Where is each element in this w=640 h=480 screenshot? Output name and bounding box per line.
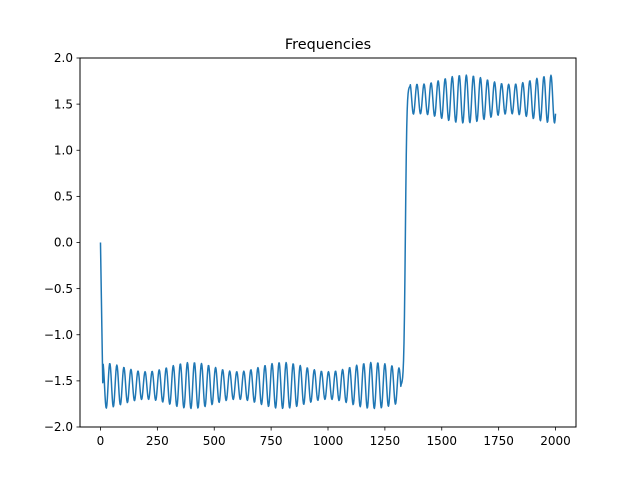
- y-tick-label: 2.0: [54, 51, 73, 65]
- y-tick-label: 0.0: [54, 236, 73, 250]
- plot-area: [79, 57, 577, 428]
- x-tick-label: 250: [146, 434, 169, 448]
- data-line: [99, 74, 557, 410]
- y-tick-label: 0.5: [54, 190, 73, 204]
- x-tick-label: 2000: [540, 434, 571, 448]
- y-tick-label: 1.0: [54, 143, 73, 157]
- x-tick-label: 1250: [370, 434, 401, 448]
- y-tick-label: −1.0: [44, 328, 73, 342]
- x-tick-label: 500: [203, 434, 226, 448]
- y-tick-label: −2.0: [44, 420, 73, 434]
- x-tick-label: 1500: [426, 434, 457, 448]
- x-tick-label: 0: [97, 434, 105, 448]
- x-tick-label: 1750: [483, 434, 514, 448]
- y-tick-label: −1.5: [44, 374, 73, 388]
- chart-title: Frequencies: [285, 37, 371, 53]
- x-axis: 0 250 500 750 1000 1250 1500 1750 2000: [97, 427, 571, 448]
- y-tick-label: 1.5: [54, 97, 73, 111]
- x-tick-label: 1000: [313, 434, 344, 448]
- x-tick-label: 750: [260, 434, 283, 448]
- y-tick-label: −0.5: [44, 282, 73, 296]
- y-axis: −2.0 −1.5 −1.0 −0.5 0.0 0.5 1.0 1.5 2.0: [44, 51, 80, 434]
